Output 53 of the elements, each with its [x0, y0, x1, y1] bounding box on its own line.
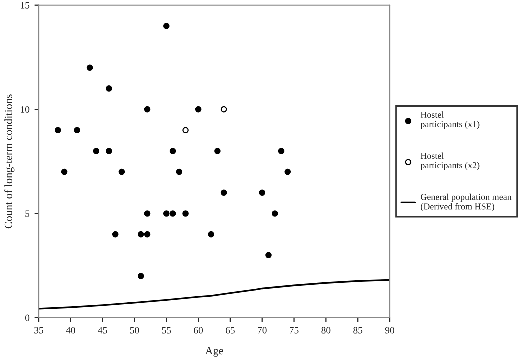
- x-tick-label: 40: [66, 327, 76, 334]
- x-tick-label: 35: [34, 327, 44, 334]
- x-tick-label: 70: [258, 327, 267, 334]
- point: [208, 231, 214, 238]
- legend-label: Hostel participants (x1): [420, 112, 480, 130]
- legend-label: General population mean (Derived from HSE): [421, 194, 512, 212]
- legend-label: Hostel participants (x2): [420, 152, 480, 170]
- point: [220, 106, 228, 113]
- point: [170, 210, 176, 217]
- x-tick-label: 80: [322, 327, 331, 334]
- point: [182, 127, 189, 134]
- point: [61, 168, 68, 176]
- point: [170, 148, 176, 154]
- point: [93, 148, 100, 154]
- y-tick-label: 0: [25, 314, 30, 322]
- y-axis-title: Count of long-term conditions: [4, 94, 15, 229]
- point: [220, 190, 228, 196]
- x-tick-label: 45: [98, 327, 108, 334]
- point: [182, 210, 189, 217]
- point: [144, 106, 151, 113]
- point: [118, 168, 126, 176]
- point: [74, 127, 80, 134]
- x-tick-label: 55: [162, 327, 172, 334]
- x-tick-label: 60: [194, 327, 204, 334]
- point: [144, 231, 151, 238]
- x-tick-label: 75: [290, 327, 299, 334]
- point: [138, 273, 144, 280]
- y-tick-label: 5: [26, 210, 30, 218]
- point: [138, 231, 144, 238]
- x-tick-label: 65: [226, 327, 235, 334]
- point: [176, 168, 183, 176]
- x-tick-label: 90: [385, 327, 394, 334]
- point: [284, 168, 292, 176]
- x-tick-label: 50: [130, 327, 140, 334]
- point: [106, 86, 112, 92]
- point: [54, 127, 62, 134]
- point: [144, 210, 151, 217]
- point: [163, 210, 170, 217]
- line-series: [39, 279, 390, 310]
- point: [214, 148, 221, 154]
- y-tick-label: 10: [21, 106, 30, 114]
- point: [86, 64, 94, 72]
- point: [272, 210, 278, 217]
- point: [278, 148, 285, 154]
- point: [163, 23, 170, 30]
- point: [266, 252, 272, 259]
- point: [195, 106, 202, 113]
- x-axis-title: Age: [205, 347, 224, 357]
- y-tick-label: 15: [21, 2, 30, 9]
- point: [106, 148, 112, 154]
- point: [112, 231, 119, 238]
- point: [259, 190, 266, 196]
- x-tick-label: 85: [354, 327, 363, 334]
